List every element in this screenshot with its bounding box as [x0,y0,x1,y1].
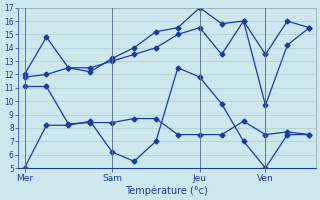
X-axis label: Température (°c): Température (°c) [125,185,208,196]
